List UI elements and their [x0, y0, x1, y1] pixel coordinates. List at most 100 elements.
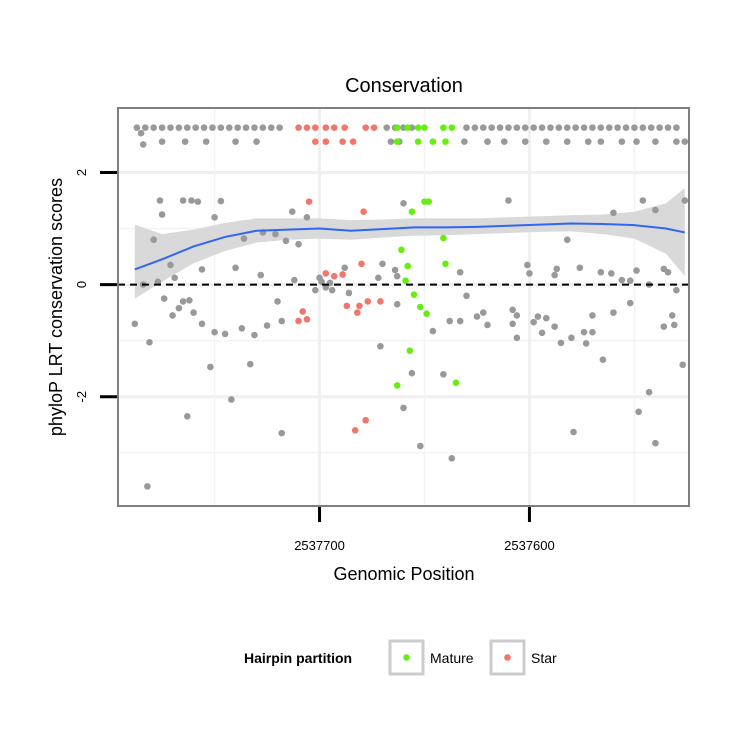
data-point-other [198, 266, 206, 273]
data-point-star [360, 208, 367, 216]
data-point-other [375, 274, 382, 282]
data-point-other [200, 124, 208, 131]
legend-point-mature [403, 654, 410, 661]
data-point-other [563, 124, 571, 131]
panel-border [117, 107, 690, 507]
data-point-other [509, 306, 516, 314]
data-point-other [473, 313, 481, 320]
data-point-mature [398, 246, 405, 254]
data-point-other [183, 413, 191, 420]
data-point-other [568, 334, 575, 342]
data-point-mature [429, 138, 437, 145]
data-point-other [618, 276, 626, 284]
data-point-other [175, 124, 183, 131]
data-point-other [131, 320, 139, 328]
data-point-other [303, 214, 311, 221]
data-point-mature [408, 208, 416, 216]
data-point-other [217, 124, 225, 131]
data-point-other [391, 266, 399, 274]
data-point-other [175, 304, 183, 312]
data-point-mature [402, 277, 409, 284]
data-point-other [570, 428, 577, 436]
data-point-other [681, 197, 689, 204]
y-axis-label: phyloP LRT conservation scores [46, 178, 66, 436]
data-point-other [387, 138, 395, 145]
data-point-other [429, 327, 437, 335]
data-point-other [618, 138, 626, 145]
data-point-other [345, 289, 353, 297]
data-point-other [408, 369, 416, 377]
data-point-star [322, 124, 330, 131]
data-point-other [563, 138, 571, 145]
data-point-star [377, 298, 384, 305]
data-point-other [211, 328, 218, 336]
data-point-other [183, 124, 191, 131]
data-point-other [622, 124, 630, 131]
data-point-mature [393, 138, 401, 145]
data-point-other [291, 276, 298, 284]
data-point-star [322, 138, 330, 145]
data-point-other [471, 124, 479, 131]
data-point-other [156, 197, 164, 204]
data-point-other [652, 206, 659, 214]
data-point-other [521, 124, 529, 131]
y-tick-label: 0 [74, 281, 89, 288]
data-point-mature [414, 138, 422, 145]
data-point-other [274, 298, 281, 305]
x-axis-label: Genomic Position [333, 564, 474, 584]
data-point-other [158, 211, 166, 218]
data-point-other [416, 442, 424, 450]
data-point-mature [448, 124, 456, 131]
data-point-other [400, 199, 407, 207]
data-point-other [610, 309, 617, 316]
data-point-other [668, 312, 676, 319]
data-point-other [656, 124, 663, 131]
data-point-star [370, 124, 378, 131]
data-point-other [440, 370, 447, 378]
data-point-other [542, 138, 550, 145]
data-point-other [179, 298, 187, 305]
data-point-other [456, 268, 464, 276]
data-point-star [343, 302, 351, 310]
data-point-other [232, 264, 239, 272]
data-point-other [626, 299, 634, 307]
data-point-other [167, 124, 174, 131]
data-point-star [312, 138, 319, 145]
data-point-other [158, 138, 166, 145]
data-point-mature [425, 198, 432, 205]
data-point-other [328, 286, 336, 294]
data-point-other [584, 138, 592, 145]
y-axis: -2 0 2 [74, 169, 117, 402]
data-point-other [576, 264, 584, 272]
data-point-other [484, 138, 491, 145]
data-point-other [633, 267, 640, 274]
data-point-other [673, 138, 680, 145]
data-point-other [207, 363, 214, 371]
data-point-other [383, 124, 391, 131]
data-point-other [614, 124, 621, 131]
data-point-other [282, 237, 290, 245]
data-point-mature [452, 379, 460, 386]
data-point-star [349, 138, 357, 145]
data-point-star [330, 272, 338, 280]
data-point-other [513, 124, 521, 131]
data-point-mature [416, 303, 424, 311]
data-point-other [146, 339, 153, 346]
data-point-star [362, 416, 370, 424]
data-point-mature [406, 347, 414, 355]
data-point-other [534, 313, 542, 320]
data-point-other [160, 295, 168, 302]
smooth-line [134, 222, 686, 271]
data-point-other [139, 141, 147, 148]
data-point-other [446, 317, 453, 325]
data-point-other [524, 261, 531, 269]
data-point-other [479, 309, 487, 316]
data-point-other [589, 312, 596, 319]
data-point-other [551, 271, 558, 279]
data-point-star [356, 302, 363, 310]
data-point-other [673, 286, 680, 294]
data-point-other [664, 124, 672, 131]
data-point-other [167, 261, 174, 269]
data-point-other [259, 124, 267, 131]
data-point-mature [404, 262, 411, 270]
